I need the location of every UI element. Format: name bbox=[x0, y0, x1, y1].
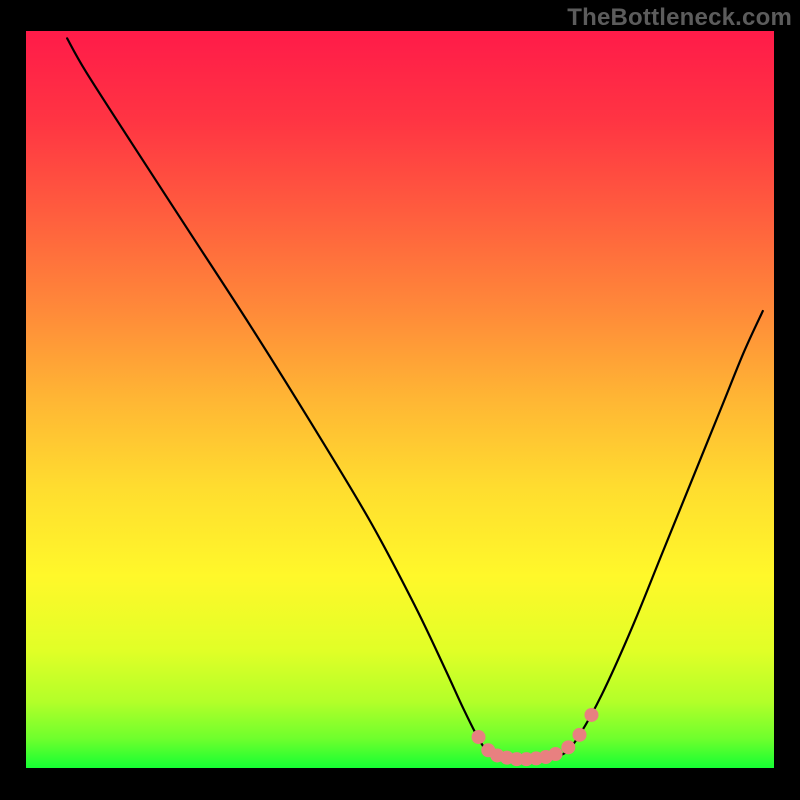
valley-marker bbox=[561, 740, 575, 754]
valley-marker bbox=[472, 730, 486, 744]
valley-marker bbox=[584, 708, 598, 722]
gradient-background bbox=[26, 31, 774, 768]
valley-marker bbox=[573, 728, 587, 742]
watermark-text: TheBottleneck.com bbox=[567, 4, 792, 32]
chart-stage: TheBottleneck.com bbox=[0, 0, 800, 800]
bottleneck-chart-svg bbox=[0, 0, 800, 800]
valley-marker bbox=[549, 747, 563, 761]
